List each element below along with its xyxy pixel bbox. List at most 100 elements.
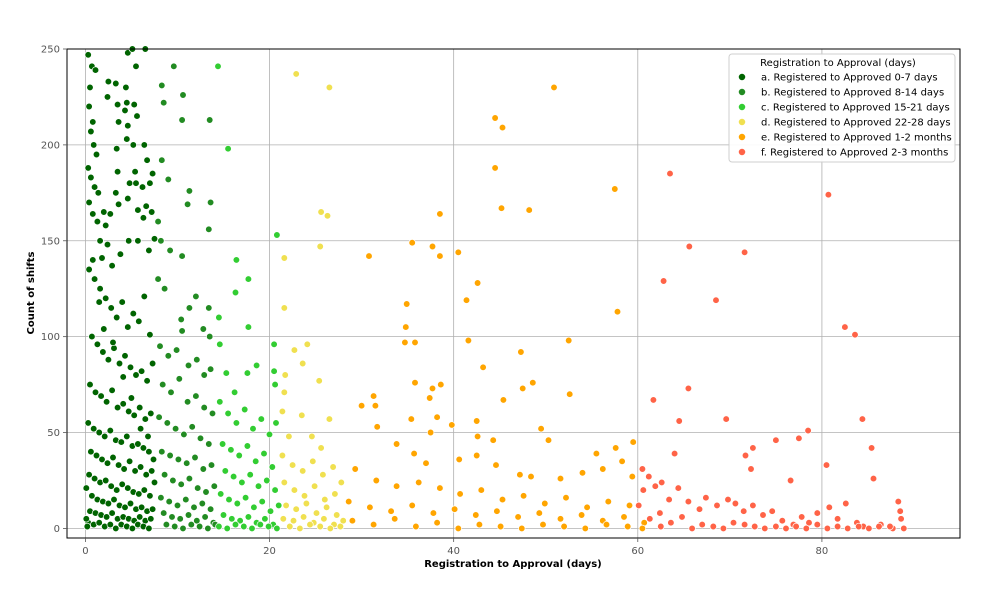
scatter-point [712,296,720,304]
scatter-point [428,242,437,251]
scatter-point [132,62,140,70]
scatter-point [147,409,155,418]
scatter-point [113,313,121,322]
scatter-point [322,503,331,511]
scatter-point [219,511,228,519]
scatter-point [124,194,132,203]
scatter-point [232,419,241,427]
scatter-point [231,288,240,297]
legend-title: Registration to Approval (days) [760,58,916,69]
data-points [82,45,908,533]
scatter-point [113,168,122,176]
scatter-point [270,340,278,348]
scatter-point [90,183,99,191]
scatter-point [519,384,527,393]
scatter-point [411,338,419,347]
scatter-point [166,451,174,460]
series-d [278,70,347,533]
scatter-point [165,497,173,506]
scatter-point [227,446,235,454]
x-tick-label: 0 [82,546,88,557]
scatter-point [207,461,216,469]
scatter-point [180,430,188,439]
scatter-point [638,465,647,473]
scatter-point [618,457,626,465]
scatter-point [674,484,682,492]
scatter-point [218,440,227,448]
scatter-point [392,482,401,490]
y-tick-label: 100 [41,332,60,343]
scatter-point [684,384,693,393]
scatter-point [275,501,283,510]
scatter-point [164,175,172,184]
scatter-point [108,509,116,517]
scatter-point [100,325,108,333]
scatter-point [281,371,289,379]
scatter-point [156,342,164,350]
scatter-point [496,522,505,531]
legend-label: f. Registered to Approved 2-3 months [761,148,948,159]
scatter-point [126,499,135,508]
scatter-point [278,451,287,460]
scatter-point [160,99,168,107]
scatter-point [166,246,174,255]
scatter-point [139,214,148,222]
scatter-point [562,494,570,502]
scatter-point [90,275,99,283]
scatter-point [497,204,506,212]
scatter-point [498,495,507,504]
scatter-point [192,392,200,400]
scatter-point [110,495,118,504]
y-tick-label: 250 [41,45,60,56]
scatter-point [236,517,244,525]
legend-label: b. Registered to Approved 8-14 days [761,88,944,99]
scatter-point [280,304,288,312]
scatter-point [254,482,263,490]
scatter-point [188,423,196,431]
scatter-point [675,417,683,425]
scatter-point [187,520,195,529]
scatter-point [178,252,186,260]
scatter-point [824,191,833,199]
scatter-point [299,513,308,521]
scatter-point [323,212,332,220]
scatter-point [200,371,208,379]
scatter-point [221,467,229,475]
scatter-point [205,225,213,233]
scatter-point [258,497,266,506]
scatter-point [250,503,258,511]
scatter-point [740,507,748,515]
scatter-point [130,411,138,419]
scatter-point [298,411,306,419]
scatter-point [646,515,654,523]
scatter-point [278,407,287,416]
scatter-point [280,388,288,396]
scatter-point [179,524,187,533]
scatter-point [491,164,499,172]
scatter-point [199,325,207,333]
scatter-point [492,461,500,469]
scatter-point [113,403,122,412]
scatter-point [148,359,157,368]
scatter-point [556,474,565,483]
scatter-point [454,524,462,533]
scatter-point [141,415,149,423]
scatter-point [87,448,95,456]
scatter-point [115,359,124,368]
scatter-point [869,474,878,483]
scatter-point [184,511,193,519]
scatter-point [102,513,111,521]
scatter-point [146,331,154,339]
scatter-point [201,513,209,521]
scatter-point [519,492,528,500]
scatter-point [224,145,232,153]
scatter-point [183,200,192,208]
scatter-point [678,513,686,521]
scatter-point [107,304,115,312]
scatter-point [539,520,547,529]
scatter-point [131,467,139,475]
x-tick-label: 40 [447,546,460,557]
scatter-point [844,524,852,533]
scatter-point [437,380,445,389]
